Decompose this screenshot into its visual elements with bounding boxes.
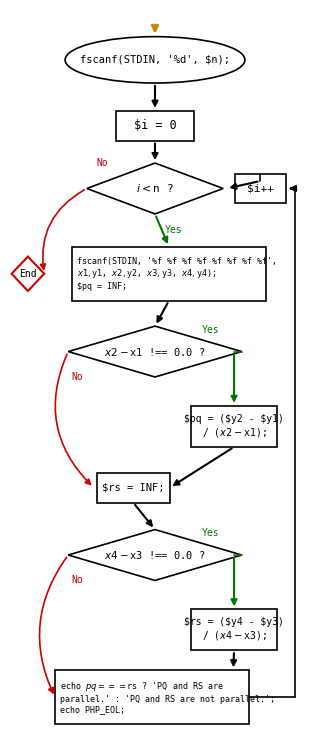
Bar xyxy=(235,174,286,203)
Polygon shape xyxy=(68,326,242,377)
Text: $x2 - $x1 !== 0.0 ?: $x2 - $x1 !== 0.0 ? xyxy=(104,346,206,358)
Polygon shape xyxy=(12,257,44,291)
Text: fscanf(STDIN, '%d', $n);: fscanf(STDIN, '%d', $n); xyxy=(80,55,230,65)
Text: Yes: Yes xyxy=(202,528,219,539)
Text: No: No xyxy=(71,372,83,382)
Polygon shape xyxy=(68,530,242,580)
Bar xyxy=(191,609,277,650)
Text: $i++: $i++ xyxy=(247,183,274,194)
Text: $x4 - $x3 !== 0.0 ?: $x4 - $x3 !== 0.0 ? xyxy=(104,549,206,561)
Bar xyxy=(116,111,194,141)
Bar xyxy=(55,670,249,724)
Text: $i < $n ?: $i < $n ? xyxy=(136,183,174,194)
FancyArrowPatch shape xyxy=(41,190,84,269)
Text: Yes: Yes xyxy=(202,325,219,335)
Text: echo $pq === $rs ? 'PQ and RS are
parallel.' : 'PQ and RS are not parallel.';
ec: echo $pq === $rs ? 'PQ and RS are parall… xyxy=(60,680,275,714)
Bar xyxy=(72,247,266,301)
Text: No: No xyxy=(71,575,83,586)
Text: $rs = ($y4 - $y3)
/ ($x4 - $x3);: $rs = ($y4 - $y3) / ($x4 - $x3); xyxy=(184,617,284,643)
Text: fscanf(STDIN, '%f %f %f %f %f %f %f %f',
$x1, $y1, $x2, $y2, $x3, $y3, $x4, $y4): fscanf(STDIN, '%f %f %f %f %f %f %f %f',… xyxy=(77,257,277,291)
Polygon shape xyxy=(87,163,223,214)
FancyArrowPatch shape xyxy=(39,557,67,693)
Text: $rs = INF;: $rs = INF; xyxy=(102,482,165,493)
FancyArrowPatch shape xyxy=(55,354,91,485)
Text: End: End xyxy=(19,269,37,279)
Bar xyxy=(97,473,170,503)
Text: $pq = ($y2 - $y1)
/ ($x2 - $x1);: $pq = ($y2 - $y1) / ($x2 - $x1); xyxy=(184,414,284,439)
Bar xyxy=(191,405,277,447)
Ellipse shape xyxy=(65,37,245,83)
Text: Yes: Yes xyxy=(164,224,182,235)
Text: $i = 0: $i = 0 xyxy=(134,119,176,132)
Text: No: No xyxy=(96,158,108,168)
